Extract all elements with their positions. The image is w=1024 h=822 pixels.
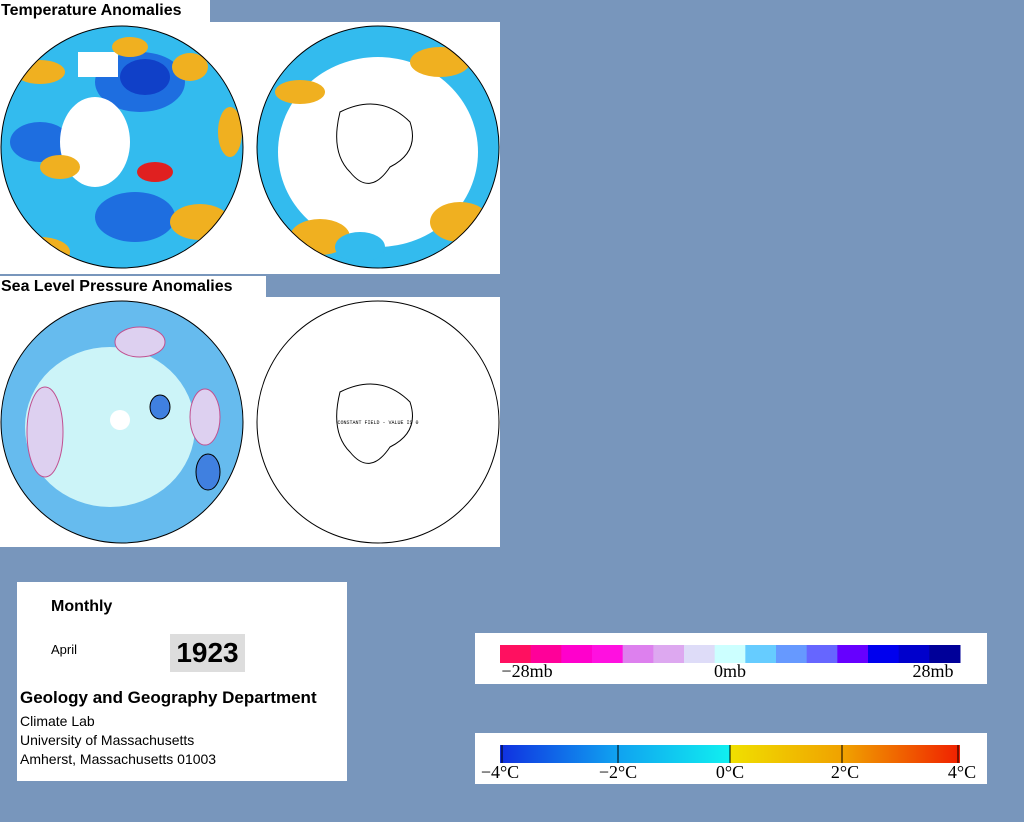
colorbar-segment (898, 645, 930, 663)
legend-label: −28mb (501, 661, 552, 681)
department: Geology and Geography Department (20, 688, 317, 707)
colorbar-segment (500, 645, 532, 663)
colorbar-segment (530, 645, 562, 663)
colorbar-segment (806, 645, 838, 663)
colorbar-segment (684, 645, 716, 663)
constant-field-note: CONSTANT FIELD - VALUE IS 0 (337, 420, 418, 426)
colorbar-segment (745, 645, 777, 663)
legend-label: 28mb (912, 661, 953, 681)
legend-label: −4°C (481, 762, 519, 782)
colorbar-segment (868, 645, 900, 663)
address-line: Climate Lab (20, 713, 95, 729)
colorbar-segment (776, 645, 808, 663)
address: Climate Lab University of Massachusetts … (20, 712, 216, 769)
month: April (51, 642, 78, 657)
info-box: Monthly April 1923 Geology and Geography… (17, 582, 347, 781)
legend-label: 0°C (716, 762, 744, 782)
legend-label: 4°C (948, 762, 976, 782)
colorbar-segment (561, 645, 593, 663)
temperature-maps (0, 22, 500, 274)
colorbar-segment (592, 645, 624, 663)
pressure-colorbar (500, 645, 961, 663)
legend-label: −2°C (599, 762, 637, 782)
legend-label: 0mb (714, 661, 746, 681)
pressure-legend: −28mb 0mb 28mb (475, 633, 987, 684)
address-line: University of Massachusetts (20, 732, 195, 748)
colorbar-segment (929, 645, 961, 663)
colorbar-segment (622, 645, 654, 663)
colorbar-segment (837, 645, 869, 663)
pressure-title: Sea Level Pressure Anomalies (0, 276, 266, 297)
year: 1923 (170, 634, 245, 672)
pressure-maps: CONSTANT FIELD - VALUE IS 0 (0, 297, 500, 547)
colorbar-segment (653, 645, 685, 663)
colorbar-segment (714, 645, 746, 663)
legend-label: 2°C (831, 762, 859, 782)
period: Monthly (51, 598, 113, 615)
temperature-legend: −4°C −2°C 0°C 2°C 4°C (475, 733, 987, 784)
address-line: Amherst, Massachusetts 01003 (20, 751, 217, 767)
temperature-title: Temperature Anomalies (0, 0, 210, 22)
